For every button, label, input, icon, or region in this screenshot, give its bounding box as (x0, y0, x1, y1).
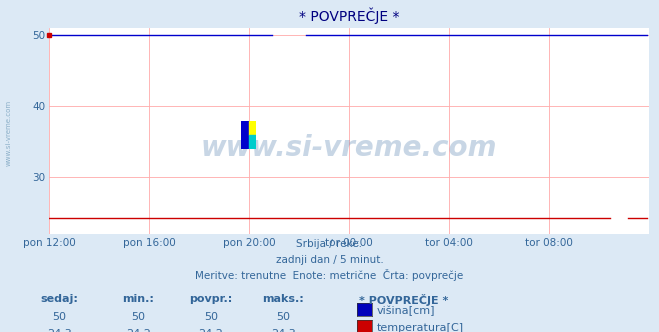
Bar (248, 135, 256, 149)
Text: www.si-vreme.com: www.si-vreme.com (5, 100, 11, 166)
Text: min.:: min.: (123, 294, 154, 304)
Text: višina[cm]: višina[cm] (377, 306, 436, 316)
Text: 50: 50 (131, 312, 146, 322)
Text: 24,3: 24,3 (47, 329, 72, 332)
Text: 50: 50 (276, 312, 291, 322)
Text: temperatura[C]: temperatura[C] (377, 323, 464, 332)
Text: 24,2: 24,2 (198, 329, 223, 332)
Text: 50: 50 (52, 312, 67, 322)
Text: 24,3: 24,3 (271, 329, 296, 332)
Text: sedaj:: sedaj: (40, 294, 78, 304)
Text: povpr.:: povpr.: (189, 294, 233, 304)
Bar (248, 121, 256, 135)
Text: 24,2: 24,2 (126, 329, 151, 332)
Text: 50: 50 (204, 312, 218, 322)
Text: www.si-vreme.com: www.si-vreme.com (201, 133, 498, 162)
Text: * POVPREČJE *: * POVPREČJE * (359, 294, 449, 306)
Text: maks.:: maks.: (262, 294, 304, 304)
Text: zadnji dan / 5 minut.: zadnji dan / 5 minut. (275, 255, 384, 265)
Bar (241, 121, 248, 149)
Title: * POVPREČJE *: * POVPREČJE * (299, 8, 399, 24)
Text: Meritve: trenutne  Enote: metrične  Črta: povprečje: Meritve: trenutne Enote: metrične Črta: … (195, 269, 464, 281)
Text: Srbija / reke.: Srbija / reke. (297, 239, 362, 249)
